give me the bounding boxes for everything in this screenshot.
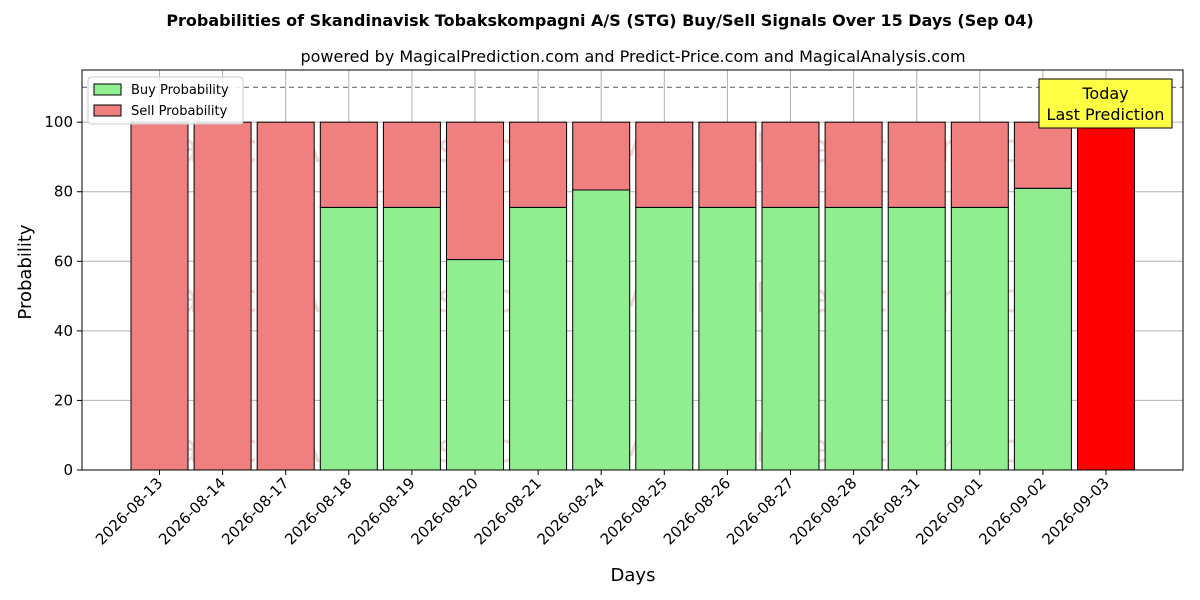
legend-swatch — [93, 83, 122, 96]
buy-bar — [824, 206, 883, 471]
x-tick-label: 2026-08-14 — [155, 474, 229, 548]
sell-bar — [572, 121, 631, 191]
sell-bar — [950, 121, 1009, 208]
buy-bar — [635, 206, 694, 471]
buy-bar — [382, 206, 441, 471]
x-tick-label: 2026-08-18 — [281, 474, 355, 548]
x-tick-label: 2026-08-27 — [723, 474, 797, 548]
x-tick-label: 2026-08-25 — [597, 474, 671, 548]
x-tick-label: 2026-08-21 — [471, 474, 545, 548]
x-tick-label: 2026-09-01 — [912, 474, 986, 548]
y-tick-label: 40 — [54, 322, 73, 340]
x-tick-label: 2026-08-24 — [534, 474, 608, 548]
buy-bar — [446, 259, 504, 471]
legend-label: Buy Probability — [131, 83, 229, 98]
x-tick-label: 2026-08-28 — [786, 474, 860, 548]
x-tick-label: 2026-08-13 — [92, 474, 166, 548]
y-tick-label: 20 — [54, 391, 73, 409]
annotation-box — [1038, 78, 1173, 129]
annotation-line: Last Prediction — [1047, 105, 1165, 124]
sell-bar — [130, 121, 189, 471]
sell-bar — [1013, 121, 1072, 189]
sell-bar — [824, 121, 883, 208]
x-tick-label: 2026-08-19 — [344, 474, 418, 548]
buy-bar — [761, 206, 820, 471]
y-tick-label: 60 — [54, 252, 73, 270]
x-tick-label: 2026-08-26 — [660, 474, 734, 548]
plot-frame — [81, 69, 1184, 471]
x-tick-label: 2026-09-03 — [1038, 474, 1112, 548]
x-tick-label: 2026-08-20 — [407, 474, 481, 548]
sell-bar — [887, 121, 946, 208]
buy-bar — [572, 189, 631, 471]
chart-title: Probabilities of Skandinavisk Tobakskomp… — [166, 11, 1033, 30]
buy-bar — [1013, 187, 1072, 471]
sell-bar — [446, 121, 504, 261]
legend-label: Sell Probability — [131, 104, 228, 119]
sell-bar — [319, 121, 378, 208]
buy-bar — [950, 206, 1009, 471]
y-tick-label: 100 — [44, 113, 73, 131]
x-tick-label: 2026-09-02 — [975, 474, 1049, 548]
sell-bar — [698, 121, 757, 208]
x-tick-label: 2026-08-17 — [218, 474, 292, 548]
y-axis-label: Probability — [15, 224, 36, 319]
sell-bar — [1077, 121, 1135, 471]
buy-bar — [887, 206, 946, 471]
bar-layer — [82, 86, 1183, 471]
legend-swatch — [93, 104, 122, 117]
chart-subtitle: powered by MagicalPrediction.com and Pre… — [300, 47, 965, 66]
sell-bar — [256, 121, 315, 471]
y-tick-label: 80 — [54, 183, 73, 201]
x-tick-label: 2026-08-31 — [849, 474, 923, 548]
x-axis-label: Days — [611, 565, 656, 586]
sell-bar — [382, 121, 441, 208]
buy-bar — [509, 206, 568, 471]
sell-bar — [509, 121, 568, 208]
buy-bar — [698, 206, 757, 471]
today-annotation: Today Last Prediction — [1038, 78, 1173, 129]
sell-bar — [761, 121, 820, 208]
legend-box — [87, 76, 244, 125]
sell-bar — [635, 121, 694, 208]
sell-bar — [193, 121, 252, 471]
annotation-line: Today — [1081, 84, 1128, 103]
buy-bar — [319, 206, 378, 471]
legend: Buy Probability Sell Probability — [87, 76, 244, 125]
y-tick-label: 0 — [63, 461, 73, 479]
